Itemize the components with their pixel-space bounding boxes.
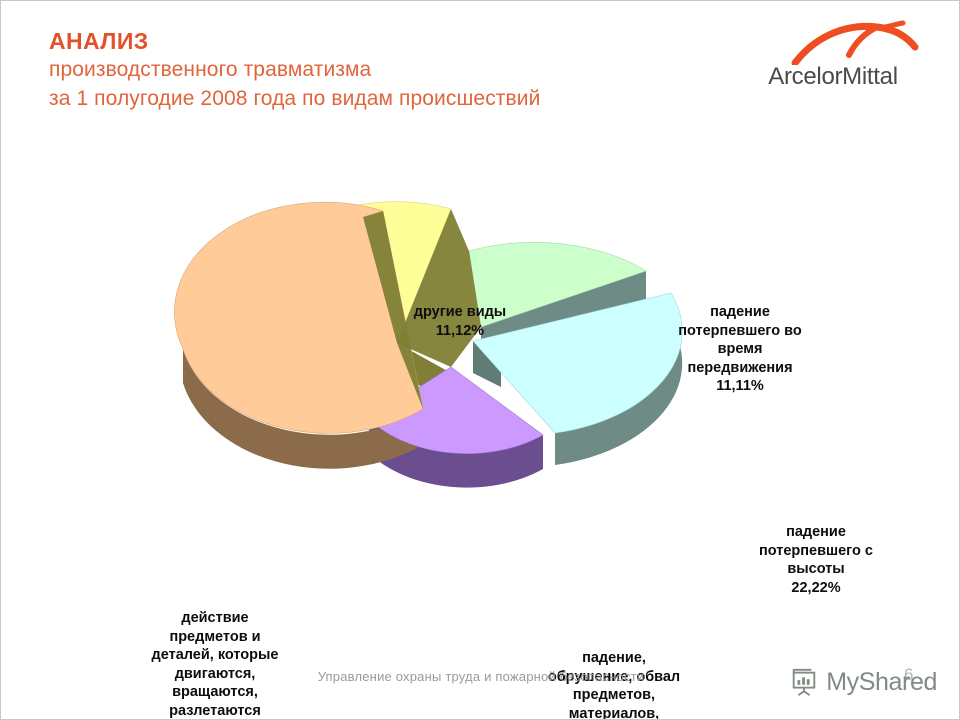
page-subtitle-line1: производственного травматизма — [49, 58, 372, 81]
pie-slice-height-fall — [472, 292, 683, 434]
arcelormittal-mark-icon — [791, 20, 919, 65]
pie-label-height-fall: падение потерпевшего с высоты 22,22% — [759, 524, 873, 596]
slide-number: 6 — [904, 665, 914, 684]
footer-text: Управление охраны труда и пожарной безоп… — [317, 669, 645, 684]
arcelormittal-logo: ArcelorMittal — [743, 19, 923, 103]
pie-slice-objects-collapse — [368, 366, 544, 454]
pie-label-objects-collapse: падение, обрушение, обвал предметов, мат… — [547, 650, 681, 720]
page-title: АНАЛИЗ — [49, 28, 149, 54]
page-subtitle-line2: за 1 полугодие 2008 года по видам происш… — [49, 87, 541, 110]
pie-label-moving-fall: падение потерпевшего во время передвижен… — [678, 304, 802, 394]
pie-slice-moving-fall — [468, 242, 647, 328]
myshared-watermark-text: MyShared — [826, 667, 937, 696]
pie-label-moving-parts: действие предметов и деталей, которые дв… — [151, 610, 279, 719]
pie-gap-shadow-left — [363, 211, 423, 409]
pie-slice-moving-parts — [174, 201, 424, 434]
pie-label-other: другие виды 11,12% — [413, 304, 507, 339]
arcelormittal-logo-text: ArcelorMittal — [768, 63, 898, 90]
slide-header: АНАЛИЗ производственного травматизма за … — [49, 27, 689, 113]
pie-chart: другие виды 11,12% падение потерпевшего … — [1, 131, 959, 719]
pie-gap-shadow-right — [397, 209, 481, 367]
myshared-watermark: MyShared — [789, 663, 937, 701]
pie-chart-svg — [174, 201, 683, 488]
presentation-board-icon — [793, 668, 816, 696]
